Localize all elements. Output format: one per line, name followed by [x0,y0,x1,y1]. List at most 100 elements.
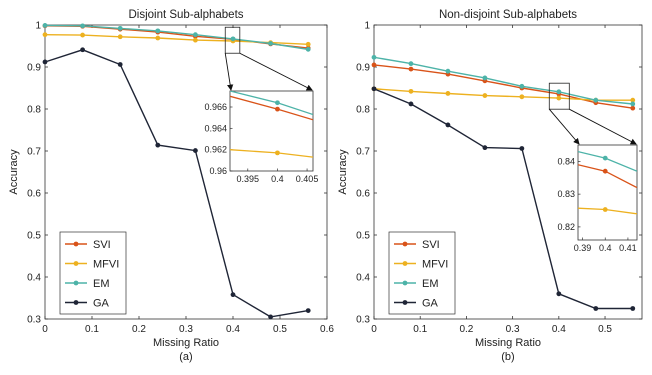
legend-label: EM [93,278,110,290]
series-point-em [630,101,636,107]
x-tick-label: 0.5 [273,324,287,335]
zoom-inset: 0.39 0.4 0.41 0.82 0.83 0.84 [557,144,638,253]
series-line-ga [373,88,633,310]
series-point-svi [408,66,414,72]
subfigure-caption: (b) [501,351,514,363]
legend-entry-ga: GA [394,298,439,310]
inset-series-point-svi [275,106,280,112]
zoom-region-box [548,82,570,110]
plot-frame [373,24,643,320]
legend-swatch-marker [73,261,79,266]
series-point-svi [371,62,377,68]
series-point-mfvi [408,88,414,94]
x-tick-label: 0.1 [413,324,427,335]
inset-y-tick-label: 0.82 [557,222,575,232]
series-point-em [155,28,161,34]
series-point-mfvi [193,37,198,43]
series-point-ga [593,306,599,311]
zoom-arrow-left [548,108,580,145]
series-point-em [80,23,85,29]
y-tick-label: 0.8 [27,105,41,116]
series-point-em [305,46,311,52]
y-tick-label: 1 [364,21,370,32]
x-axis-label: Missing Ratio [475,337,541,349]
series-point-mfvi [519,94,525,100]
inset-series-point-em [275,100,280,106]
inset-frame [229,90,314,172]
y-tick-label: 0.8 [356,105,370,116]
chart-title: Non-disjoint Sub-alphabets [439,9,577,21]
inset-y-tick-label: 0.962 [204,145,227,155]
y-tick-label: 0.7 [356,147,370,158]
subfigure-caption: (a) [179,351,192,363]
y-tick-label: 0.4 [356,273,370,284]
series-point-ga [268,314,273,320]
series-point-ga [519,146,525,151]
series-point-ga [371,86,377,92]
inset-x-tick-label: 0.39 [574,243,592,253]
y-tick-label: 0.4 [27,273,41,284]
zoom-arrow-right [569,108,637,145]
legend-entry-em: EM [394,278,439,290]
legend-box [388,231,456,315]
zoom-arrow-right [239,52,313,91]
y-tick-label: 0.3 [356,315,370,326]
y-tick-label: 0.7 [27,147,41,158]
series-point-em [556,89,562,95]
inset-y-tick-label: 0.84 [557,156,575,166]
x-tick-label: 0.6 [320,324,334,335]
legend-swatch-marker [73,280,79,286]
series-point-mfvi [80,32,85,38]
zoom-arrow-left [224,53,234,91]
series-point-ga [193,148,198,153]
series-line-em [373,56,633,105]
inset-y-tick-label: 0.96 [209,166,227,176]
series-point-ga [556,291,562,297]
y-axis-label: Accuracy [337,149,349,195]
series-point-ga [155,142,161,148]
series-point-ga [230,292,236,298]
x-tick-label: 0.2 [459,324,473,335]
series-point-em [408,61,414,67]
series-point-mfvi [42,32,48,38]
x-tick-label: 0.5 [598,324,612,335]
series-line-ga [44,49,309,318]
legend: SVI MFVI EM GA [388,231,456,315]
legend-swatch-marker [402,300,408,305]
series-line-em [44,24,309,51]
series-point-em [371,54,377,60]
legend-label: MFVI [93,259,119,271]
y-tick-label: 0.9 [27,63,41,74]
series-line-svi [373,64,633,109]
legend-entry-svi: SVI [394,239,440,251]
series-point-mfvi [482,93,488,98]
inset-series-point-em [602,155,608,161]
inset-series-point-mfvi [275,150,280,156]
legend-box [59,231,127,315]
y-tick-label: 0.5 [356,231,370,242]
series-point-mfvi [155,35,161,41]
legend-entry-em: EM [65,278,110,290]
series-point-em [117,25,123,31]
inset-y-tick-label: 0.966 [204,102,227,112]
inset-series-point-svi [602,168,608,174]
x-axis-label: Missing Ratio [153,337,219,349]
x-tick-label: 0 [371,324,377,335]
inset-x-tick-label: 0.41 [619,243,637,253]
series-point-ga [42,59,48,65]
series-point-em [519,83,525,89]
legend-label: SVI [93,239,111,251]
series-point-em [445,68,451,74]
series-point-em [268,41,273,46]
series-point-mfvi [117,34,123,40]
inset-y-tick-label: 0.964 [204,123,227,133]
y-axis-label: Accuracy [8,149,20,195]
legend-swatch-marker [73,241,79,247]
inset-x-tick-label: 0.4 [271,174,284,184]
legend: SVI MFVI EM GA [59,231,127,315]
series-point-ga [482,145,488,151]
legend-label: SVI [422,239,440,251]
legend-entry-mfvi: MFVI [65,259,119,271]
series-point-em [230,36,236,42]
